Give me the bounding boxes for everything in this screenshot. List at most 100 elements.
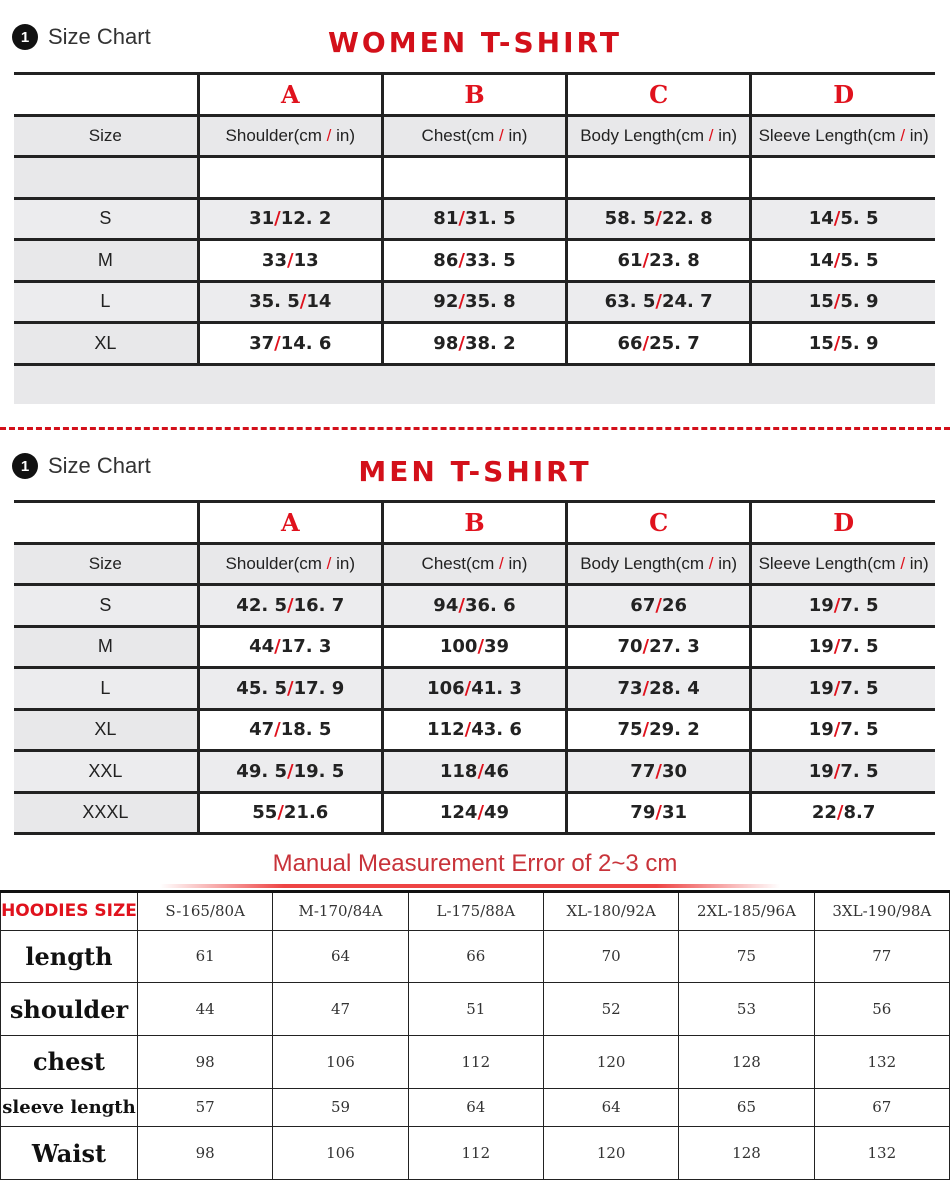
table-row: XL 37/14. 6 98/38. 2 66/25. 7 15/5. 9 [14,321,935,366]
size-cell: XL [14,321,199,366]
slash-separator: / [274,719,281,741]
section-divider [0,427,950,430]
slash-separator: / [286,760,294,782]
measurement-error-note: Manual Measurement Error of 2~3 cm [272,850,678,877]
measurement-cell: 79/31 [565,790,751,835]
slash-separator: / [274,332,281,354]
measurement-cell: 49. 5/19. 5 [196,749,383,792]
measurement-cell: 14/5. 5 [749,238,935,281]
slash-separator: / [655,291,662,313]
table-row: XXXL 55/21.6 124/49 79/31 22/8.7 [14,790,935,835]
value-cell: 57 [136,1087,274,1128]
empty-cell [565,155,751,198]
table-row: sleeve length 57 59 64 64 65 67 [0,1087,950,1128]
size-header: S-165/80A [136,891,274,931]
slash-separator: / [458,249,465,271]
measurement-cell: 45. 5/17. 9 [196,666,383,709]
slash-separator: / [836,802,844,824]
value-cell: 52 [542,982,680,1036]
value-cell: 53 [678,982,815,1036]
slash-separator: / [833,636,841,658]
column-header: Size [14,541,199,585]
slash-separator: / [833,760,841,782]
size-header: XL-180/92A [542,891,680,931]
slash-separator: / [477,760,485,782]
women-table-footer-band [14,366,935,404]
step-number-badge: 1 [12,24,38,50]
table-row: length 61 64 66 70 75 77 [0,929,950,984]
measurement-cell: 14/5. 5 [749,196,935,240]
value-cell: 132 [813,1126,950,1180]
measurement-cell: 106/41. 3 [380,666,567,709]
women-title: WOMEN T-SHIRT [328,26,622,59]
header-row: Size Shoulder(cm / in) Chest(cm / in) Body … [14,113,935,157]
table-row: L 45. 5/17. 9 106/41. 3 73/28. 4 19/7. 5 [14,666,935,709]
measure-label: sleeve length [0,1087,138,1128]
table-row: XL 47/18. 5 112/43. 6 75/29. 2 19/7. 5 [14,707,935,751]
measurement-cell: 31/12. 2 [196,196,383,240]
value-cell: 106 [272,1126,409,1180]
slash-separator: / [655,760,662,782]
value-cell: 47 [272,982,409,1036]
empty-cell [14,500,199,543]
measurement-cell: 19/7. 5 [749,624,935,668]
slash-separator: / [299,291,307,313]
men-title: MEN T-SHIRT [358,455,592,488]
measurement-cell: 73/28. 4 [565,666,751,709]
column-letter: B [380,72,567,115]
column-letter: C [565,72,751,115]
measurement-cell: 67/26 [565,583,751,626]
slash-separator: / [708,553,714,573]
value-cell: 128 [678,1034,815,1089]
slash-separator: / [642,636,650,658]
slash-separator: / [274,208,281,230]
slash-separator: / [286,677,294,699]
slash-separator: / [477,802,485,824]
measurement-cell: 70/27. 3 [565,624,751,668]
slash-separator: / [458,332,465,354]
table-row: M 44/17. 3 100/39 70/27. 3 19/7. 5 [14,624,935,668]
size-chart-label: Size Chart [48,453,151,478]
empty-cell [14,155,199,198]
column-header: Body Length(cm / in) [565,541,751,585]
slash-separator: / [458,291,465,313]
slash-separator: / [274,636,281,658]
value-cell: 65 [678,1087,815,1128]
measure-label: shoulder [0,982,138,1036]
blank-row [14,155,935,198]
size-header: L-175/88A [407,891,544,931]
measurement-cell: 35. 5/14 [196,279,383,323]
measurement-cell: 124/49 [380,790,567,835]
measurement-cell: 37/14. 6 [196,321,383,366]
measurement-cell: 66/25. 7 [565,321,751,366]
slash-separator: / [286,249,294,271]
column-header: Shoulder(cm / in) [196,541,383,585]
measurement-cell: 112/43. 6 [380,707,567,751]
measurement-cell: 92/35. 8 [380,279,567,323]
hoodies-size-table: HOODIES SIZE S-165/80A M-170/84A L-175/88A X… [0,890,950,1180]
measurement-cell: 44/17. 3 [196,624,383,668]
empty-cell [380,155,567,198]
size-cell: XXXL [14,790,199,835]
measurement-cell: 86/33. 5 [380,238,567,281]
slash-separator: / [642,719,650,741]
slash-separator: / [326,553,332,573]
women-size-table: A B C D Size Shoulder(cm / in) Chest(cm / in) B… [14,72,935,366]
women-section-header: 1 Size Chart [12,24,151,50]
value-cell: 70 [542,929,680,984]
size-cell: M [14,238,199,281]
measurement-cell: 81/31. 5 [380,196,567,240]
measure-label: Waist [0,1126,138,1180]
slash-separator: / [277,802,284,824]
column-header: Sleeve Length(cm / in) [749,113,935,157]
value-cell: 51 [407,982,544,1036]
measurement-cell: 77/30 [565,749,751,792]
table-row: chest 98 106 112 120 128 132 [0,1034,950,1089]
value-cell: 120 [542,1126,680,1180]
measurement-cell: 19/7. 5 [749,707,935,751]
value-cell: 44 [136,982,274,1036]
slash-separator: / [286,594,294,616]
value-cell: 112 [407,1126,544,1180]
slash-separator: / [833,677,841,699]
column-letter: D [749,500,935,543]
